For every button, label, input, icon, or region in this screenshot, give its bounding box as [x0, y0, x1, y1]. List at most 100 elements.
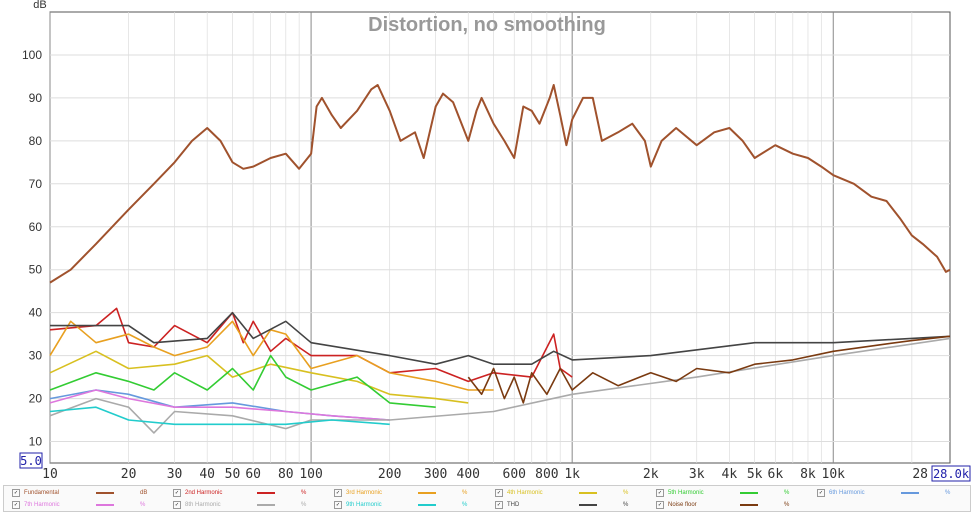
- legend-swatch: [579, 504, 597, 506]
- legend-item[interactable]: ✓ 7th Harmonic%: [12, 499, 145, 510]
- range-box-value: 28.0k: [933, 467, 970, 481]
- legend-unit: %: [140, 501, 146, 508]
- checkbox[interactable]: ✓: [495, 488, 503, 497]
- x-tick-label: 100: [299, 467, 322, 482]
- x-tick-label: 80: [278, 467, 294, 482]
- legend-label: 7th Harmonic: [24, 501, 60, 508]
- x-tick-label: 1k: [564, 467, 580, 482]
- series-2nd-harmonic: [49, 307, 573, 383]
- checkbox[interactable]: ✓: [334, 500, 342, 509]
- legend-label: Noise floor: [668, 501, 697, 508]
- legend-unit: %: [623, 489, 629, 496]
- legend-swatch: [901, 492, 919, 494]
- x-tick-label: 800: [535, 467, 558, 482]
- chart-title: Distortion, no smoothing: [368, 14, 606, 36]
- series-8th-harmonic: [49, 337, 951, 434]
- legend-swatch: [740, 504, 758, 506]
- plot-area: [49, 11, 951, 464]
- legend-unit: %: [623, 501, 629, 508]
- series-3rd-harmonic: [49, 320, 494, 391]
- legend-unit: %: [301, 501, 307, 508]
- legend-label: 9th Harmonic: [346, 501, 382, 508]
- legend-item[interactable]: ✓ 2nd Harmonic%: [173, 487, 306, 498]
- series-thd: [50, 311, 951, 365]
- checkbox[interactable]: ✓: [656, 500, 664, 509]
- series-fundamental: [49, 84, 951, 284]
- y-axis-label: dB: [33, 0, 46, 11]
- distortion-chart: 10 20 30 40 50 60 70 80 90 100 10 20 30 40 50 60 80 100 20…: [19, 0, 971, 482]
- y-tick-label: 70: [29, 177, 43, 191]
- checkbox[interactable]: ✓: [656, 488, 664, 497]
- legend-item[interactable]: ✓ THD%: [495, 499, 628, 510]
- legend-label: Fundamental: [24, 489, 60, 496]
- y-tick-label: 100: [22, 48, 42, 62]
- x-tick-label: 300: [424, 467, 447, 482]
- legend-item[interactable]: ✓ 6th Harmonic%: [817, 487, 950, 498]
- legend-unit: dB: [140, 489, 148, 496]
- legend-unit: %: [784, 501, 790, 508]
- legend-swatch: [257, 492, 275, 494]
- x-tick-label: 50: [225, 467, 241, 482]
- checkbox[interactable]: ✓: [173, 488, 181, 497]
- legend-swatch: [96, 492, 114, 494]
- x-tick-label: 8k: [800, 467, 816, 482]
- legend-swatch: [257, 504, 275, 506]
- legend-item[interactable]: ✓ 3rd Harmonic%: [334, 487, 467, 498]
- x-tick-label: 6k: [768, 467, 784, 482]
- legend-label: 3rd Harmonic: [346, 489, 383, 496]
- x-tick-label: 10k: [822, 467, 846, 482]
- y-tick-label: 20: [29, 392, 43, 406]
- x-tick-label: 400: [457, 467, 480, 482]
- legend-label: 2nd Harmonic: [185, 489, 223, 496]
- legend-swatch: [740, 492, 758, 494]
- y-tick-label: 10: [29, 435, 43, 449]
- y-tick-label: 80: [29, 134, 43, 148]
- legend-label: 4th Harmonic: [507, 489, 543, 496]
- series-9th-harmonic: [49, 406, 390, 426]
- checkbox[interactable]: ✓: [817, 488, 825, 497]
- checkbox[interactable]: ✓: [334, 488, 342, 497]
- x-tick-label: 600: [503, 467, 526, 482]
- y-tick-label: 50: [29, 263, 43, 277]
- legend-label: 6th Harmonic: [829, 489, 865, 496]
- series-4th-harmonic: [49, 350, 469, 404]
- legend-swatch: [96, 504, 114, 506]
- legend: ✓ Fundamental dB ✓ 2nd Harmonic% ✓ 3rd Harmoni…: [3, 485, 971, 512]
- legend-item[interactable]: ✓ 9th Harmonic%: [334, 499, 467, 510]
- x-tick-label: 20: [121, 467, 137, 482]
- x-tick-label: 10: [42, 467, 58, 482]
- legend-label: THD: [507, 501, 520, 508]
- series-noise-floor: [467, 335, 951, 404]
- legend-item[interactable]: ✓ 8th Harmonic%: [173, 499, 306, 510]
- legend-item[interactable]: ✓ 5th Harmonic%: [656, 487, 789, 498]
- range-box-value: 5.0: [20, 454, 42, 468]
- legend-unit: %: [784, 489, 790, 496]
- y-tick-label: 40: [29, 306, 43, 320]
- legend-item[interactable]: ✓ Fundamental dB: [12, 487, 147, 498]
- legend-unit: %: [462, 501, 468, 508]
- y-tick-label: 60: [29, 220, 43, 234]
- x-tick-label: 3k: [689, 467, 705, 482]
- legend-unit: %: [462, 489, 468, 496]
- checkbox[interactable]: ✓: [173, 500, 181, 509]
- checkbox[interactable]: ✓: [495, 500, 503, 509]
- checkbox[interactable]: ✓: [12, 488, 20, 497]
- x-tick-label: 28: [912, 467, 928, 482]
- legend-label: 8th Harmonic: [185, 501, 221, 508]
- x-tick-label: 4k: [722, 467, 738, 482]
- legend-unit: %: [301, 489, 307, 496]
- x-tick-label: 60: [245, 467, 261, 482]
- legend-label: 5th Harmonic: [668, 489, 704, 496]
- y-tick-label: 90: [29, 91, 43, 105]
- range-box: [931, 465, 971, 482]
- legend-item[interactable]: ✓ Noise floor%: [656, 499, 789, 510]
- x-tick-label: 2k: [643, 467, 659, 482]
- x-tick-label: 5k: [747, 467, 763, 482]
- legend-swatch: [579, 492, 597, 494]
- legend-swatch: [418, 504, 436, 506]
- x-tick-label: 200: [378, 467, 401, 482]
- legend-item[interactable]: ✓ 4th Harmonic%: [495, 487, 628, 498]
- checkbox[interactable]: ✓: [12, 500, 20, 509]
- x-tick-label: 30: [167, 467, 183, 482]
- x-tick-label: 40: [199, 467, 215, 482]
